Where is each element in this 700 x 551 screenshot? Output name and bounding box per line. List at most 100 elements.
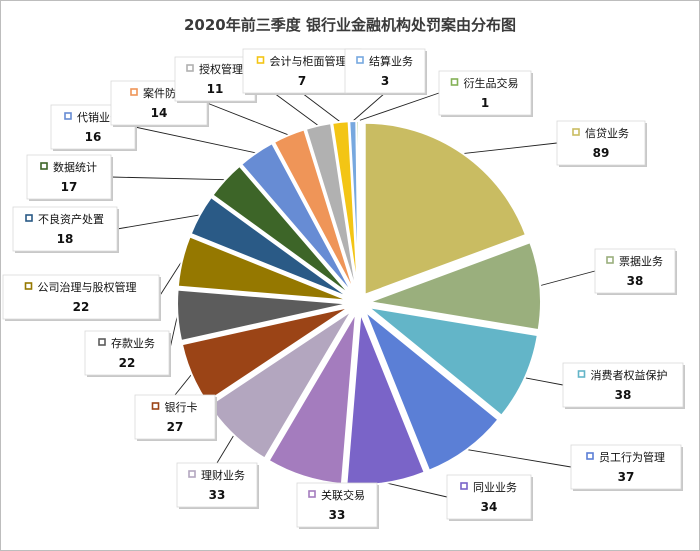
- leader-line: [174, 374, 192, 396]
- chart-title: 2020年前三季度 银行业金融机构处罚案由分布图: [184, 16, 516, 34]
- data-label-name: 票据业务: [619, 254, 663, 268]
- legend-key: [188, 470, 196, 478]
- legend-key: [151, 402, 160, 410]
- leader-line: [540, 270, 596, 287]
- data-label: 理财业务 33: [176, 462, 259, 509]
- data-label-value: 17: [61, 180, 78, 194]
- data-label-name: 信贷业务: [585, 126, 629, 140]
- leader-line: [462, 142, 558, 155]
- data-label-name: 理财业务: [201, 468, 245, 482]
- data-label: 关联交易 33: [296, 482, 379, 529]
- data-label-name: 消费者权益保护: [591, 368, 668, 382]
- data-label: 银行卡 27: [134, 394, 217, 441]
- legend-key: [460, 482, 468, 490]
- legend-key: [606, 256, 614, 264]
- data-label-value: 33: [329, 508, 346, 522]
- data-label-value: 22: [73, 300, 90, 314]
- data-label-box: [556, 120, 646, 166]
- data-label-name: 公司治理与股权管理: [38, 280, 137, 294]
- data-label-name: 授权管理: [199, 62, 243, 76]
- data-label-name: 会计与柜面管理: [270, 54, 347, 68]
- legend-key: [186, 64, 194, 72]
- data-label-name: 代销业务: [77, 110, 121, 124]
- legend-key: [577, 370, 586, 378]
- pie-slice: [189, 195, 351, 300]
- data-label-value: 27: [167, 420, 184, 434]
- leader-line: [357, 92, 440, 122]
- data-label-value: 16: [85, 130, 102, 144]
- data-label: 信贷业务 89: [556, 120, 647, 167]
- data-label-name: 存款业务: [111, 336, 155, 350]
- data-label: 同业业务 34: [446, 474, 533, 521]
- data-label-name: 关联交易: [321, 488, 365, 502]
- data-label-value: 89: [593, 146, 610, 160]
- data-label-value: 7: [298, 74, 306, 88]
- legend-key: [256, 56, 265, 64]
- data-label: 结算业务 3: [344, 48, 427, 95]
- pie-slice: [355, 120, 360, 294]
- pie-slice: [304, 122, 358, 294]
- data-label-value: 11: [207, 82, 224, 96]
- pie-slice: [363, 121, 528, 297]
- data-label-value: 3: [381, 74, 389, 88]
- data-label-value: 38: [627, 274, 644, 288]
- data-label: 员工行为管理 37: [570, 444, 683, 491]
- legend-key: [450, 78, 459, 86]
- pie-slice: [176, 235, 350, 302]
- leader-line: [158, 260, 183, 298]
- data-label: 消费者权益保护 38: [562, 362, 685, 409]
- data-label-value: 18: [57, 232, 74, 246]
- data-label-value: 37: [618, 470, 635, 484]
- leader-line: [206, 102, 289, 136]
- pie-slice: [272, 128, 357, 295]
- pie-slice: [365, 240, 542, 332]
- legend-key: [25, 214, 33, 222]
- legend-key: [572, 128, 580, 136]
- legend-key: [308, 490, 316, 498]
- data-label-value: 34: [481, 500, 498, 514]
- data-label: 公司治理与股权管理 22: [2, 274, 161, 321]
- data-label-value: 1: [481, 96, 489, 110]
- leader-line: [216, 434, 235, 464]
- leader-line: [134, 126, 257, 154]
- data-label-value: 33: [209, 488, 226, 502]
- leader-line: [116, 214, 200, 230]
- data-label-box: [134, 394, 216, 440]
- data-label-name: 不良资产处置: [38, 212, 104, 226]
- data-labels: 信贷业务89票据业务38消费者权益保护38员工行为管理37同业业务34关联交易3…: [2, 48, 685, 529]
- data-label-name: 数据统计: [53, 160, 97, 174]
- pie-slice: [364, 305, 539, 418]
- data-label: 衍生品交易 1: [438, 70, 533, 117]
- data-label-name: 员工行为管理: [599, 450, 665, 464]
- data-label-value: 22: [119, 356, 136, 370]
- data-label: 存款业务 22: [84, 330, 171, 377]
- pie-slice: [176, 288, 350, 343]
- legend-key: [40, 162, 48, 170]
- pie-slice: [239, 141, 355, 296]
- leader-line: [352, 92, 386, 122]
- legend-key: [98, 338, 106, 346]
- leader-line: [524, 377, 564, 386]
- data-label: 会计与柜面管理 7: [242, 48, 363, 95]
- data-label: 数据统计 17: [26, 154, 113, 201]
- leader-line: [110, 176, 226, 181]
- legend-key: [356, 56, 364, 64]
- legend-key: [24, 282, 33, 290]
- legend-key: [64, 112, 72, 120]
- data-label-name: 银行卡: [165, 400, 198, 414]
- leader-line: [466, 449, 572, 468]
- data-label-value: 38: [615, 388, 632, 402]
- data-label-name: 衍生品交易: [464, 76, 519, 90]
- legend-key: [130, 88, 138, 96]
- data-label-name: 同业业务: [473, 481, 517, 494]
- data-label: 票据业务 38: [594, 248, 677, 295]
- data-label: 不良资产处置 18: [12, 206, 119, 253]
- legend-key: [586, 452, 594, 460]
- leader-line: [301, 92, 341, 123]
- leader-line: [386, 482, 448, 498]
- data-label-value: 14: [151, 106, 168, 120]
- pie-slice: [362, 307, 500, 472]
- data-label-name: 结算业务: [369, 54, 413, 68]
